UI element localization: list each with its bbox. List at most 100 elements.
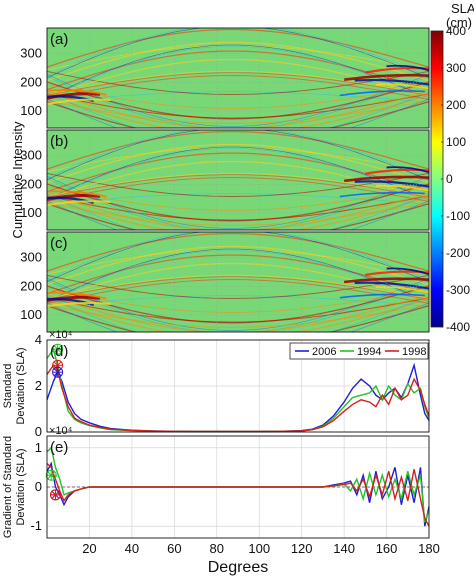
heatmap-anomaly: [47, 200, 111, 207]
y-tick-label: 1: [35, 440, 42, 455]
heatmap-ray: [47, 148, 429, 201]
heatmap-ray: [47, 232, 429, 272]
colorbar-tick-label: 200: [446, 98, 466, 112]
x-tick-label: 100: [248, 541, 270, 556]
line-panels: 0 2 4 ×10⁴ (d) StandardDeviation (SLA) 2006 199…: [2, 329, 440, 556]
heatmap-anomaly: [343, 277, 429, 284]
colorbar-tick-label: -100: [446, 209, 470, 223]
heatmap-field: [47, 232, 429, 332]
y-tick-label: 2: [35, 378, 42, 393]
y-tick-label: -1: [30, 518, 42, 533]
y-axis-label-heatmaps: Cumulative Intensity: [10, 121, 25, 239]
heatmap-ray: [47, 174, 429, 198]
heatmap-ray: [47, 296, 429, 332]
y-tick-label: 0: [35, 479, 42, 494]
heatmap-anomaly: [354, 78, 429, 86]
heatmap-ray: [47, 146, 429, 200]
heatmap-ray: [47, 186, 429, 211]
heatmap-ray: [47, 28, 429, 68]
panel-label: (e): [50, 439, 68, 456]
x-tick-label: 80: [210, 541, 224, 556]
x-tick-label: 120: [291, 541, 313, 556]
x-tick-label: 20: [82, 541, 96, 556]
heatmap-ray: [47, 101, 429, 128]
legend-label: 1994: [357, 346, 381, 358]
y-tick-label: 100: [20, 205, 42, 220]
heatmap-anomaly: [375, 83, 429, 90]
y-axis-label: Gradient of StandardDeviation (SLA): [2, 436, 27, 538]
heatmap-ray: [47, 280, 429, 332]
y-tick-label: 300: [20, 46, 42, 61]
colorbar-tick-label: 300: [446, 61, 466, 75]
colorbar-tick-label: -200: [446, 246, 470, 260]
y-tick-label: 4: [35, 332, 42, 347]
y-tick-label: 300: [20, 250, 42, 265]
heatmap-anomaly: [375, 184, 429, 192]
heatmap-anomaly: [47, 190, 107, 198]
heatmap-anomaly: [47, 291, 107, 300]
heatmap-panel-0: 100 200 300 (a): [20, 27, 430, 129]
panel-frame: [46, 435, 430, 539]
panel-frame: [46, 231, 430, 333]
heatmap-anomaly: [339, 90, 425, 97]
heatmap-ray: [47, 46, 429, 99]
legend: 2006 1994 1998: [289, 342, 429, 360]
heatmap-ray: [47, 194, 429, 230]
x-tick-label: 140: [333, 541, 355, 556]
panel-label: (a): [50, 31, 68, 48]
heatmap-anomaly: [47, 301, 111, 308]
colorbar-tick-label: -300: [446, 283, 470, 297]
heatmap-ray: [47, 196, 429, 230]
series-line-1998: [46, 462, 430, 527]
heatmap-field: [47, 28, 429, 128]
heatmap-ray: [47, 44, 429, 98]
heatmap-ray: [47, 72, 429, 96]
heatmap-ray: [47, 41, 429, 82]
heatmap-anomaly: [375, 286, 429, 294]
heatmap-ray: [47, 100, 429, 124]
heatmap-ray: [47, 91, 429, 103]
heatmap-panels: 100 200 300 (a) 100 200 300 (b) 100 200 300 (c): [20, 27, 430, 333]
line-panel-4: -1 0 1 ×10⁴ (e) Gradient of StandardDeviation…: [2, 425, 440, 556]
heatmap-anomaly: [47, 89, 107, 96]
heatmap-anomaly: [354, 180, 429, 188]
heatmap-anomaly: [339, 191, 425, 198]
heatmap-ray: [47, 45, 429, 71]
heatmap-ray: [47, 147, 429, 173]
heatmap-anomaly: [354, 281, 429, 290]
heatmap-ray: [47, 193, 429, 205]
heatmap-ray: [47, 304, 429, 328]
colorbar-tick-label: 400: [446, 24, 466, 38]
panel-label: (c): [50, 235, 68, 252]
heatmap-ray: [47, 203, 429, 230]
heatmap-field: [47, 130, 429, 230]
heatmap-ray: [47, 81, 429, 120]
heatmap-ray: [47, 94, 429, 128]
colorbar-title-line2: (cm): [446, 15, 472, 30]
heatmap-ray: [47, 285, 429, 324]
heatmap-ray: [47, 202, 429, 226]
heatmap-ray: [47, 249, 429, 275]
colorbar-tick-label: -400: [446, 320, 470, 334]
marker-1994: [45, 469, 57, 481]
heatmap-ray: [47, 302, 429, 332]
heatmap-panel-1: 100 200 300 (b): [20, 129, 430, 231]
heatmap-ray: [47, 183, 429, 222]
marker-1998: [49, 489, 61, 501]
y-tick-label: 200: [20, 176, 42, 191]
heatmap-ray: [47, 245, 429, 286]
x-tick-label: 180: [418, 541, 440, 556]
heatmap-ray: [47, 130, 429, 170]
heatmap-ray: [47, 232, 429, 280]
y-tick-label: 100: [20, 307, 42, 322]
heatmap-anomaly: [47, 98, 111, 105]
heatmap-anomaly: [343, 175, 429, 183]
heatmap-ray: [47, 200, 429, 230]
colorbar-tick-label: 0: [446, 172, 453, 186]
heatmap-ray: [47, 75, 429, 100]
y-exponent-label: ×10⁴: [49, 425, 73, 437]
heatmap-anomaly: [386, 267, 429, 276]
x-tick-label: 160: [376, 541, 398, 556]
colorbar-ticks: 400 300 200 100 0 -100 -200 -300 -400: [441, 24, 470, 334]
panel-label: (d): [50, 343, 68, 360]
